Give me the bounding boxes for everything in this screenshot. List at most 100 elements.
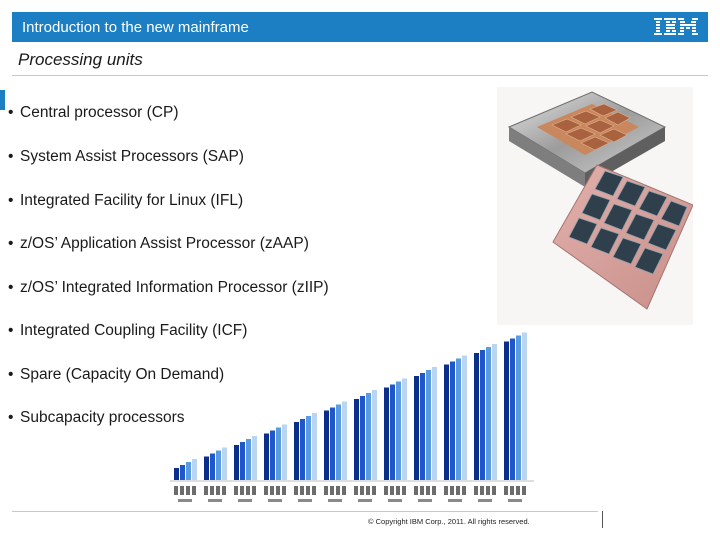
chart-tick-mark <box>360 486 364 495</box>
chart-bar <box>474 353 479 480</box>
chart-tick-mark <box>324 486 328 495</box>
chart-group-marker <box>418 499 432 502</box>
chart-tick-mark <box>510 486 514 495</box>
chart-tick-mark <box>372 486 376 495</box>
chart-group-marker <box>208 499 222 502</box>
chart-tick-mark <box>234 486 238 495</box>
chart-group-marker <box>328 499 342 502</box>
capacity-bar-chart-icon <box>170 332 534 502</box>
side-accent-marker <box>0 90 5 110</box>
chart-tick-mark <box>336 486 340 495</box>
chart-tick-mark <box>450 486 454 495</box>
chart-tick-mark <box>414 486 418 495</box>
chart-bar <box>522 332 527 480</box>
chart-tick-mark <box>480 486 484 495</box>
bullet-item: • Spare (Capacity On Demand) <box>8 366 224 384</box>
bullet-dot: • <box>8 192 14 209</box>
chart-tick-mark <box>516 486 520 495</box>
chart-tick-mark <box>306 486 310 495</box>
chart-tick-mark <box>276 486 280 495</box>
chart-bar <box>462 355 467 480</box>
chart-bar <box>330 407 335 480</box>
bullet-label: Subcapacity processors <box>20 409 185 426</box>
chart-bar <box>510 338 515 480</box>
chart-tick-mark <box>432 486 436 495</box>
chart-tick-mark <box>246 486 250 495</box>
presentation-title: Introduction to the new mainframe <box>22 19 249 36</box>
chart-tick-mark <box>522 486 526 495</box>
chart-group-marker <box>298 499 312 502</box>
chart-bar <box>396 381 401 480</box>
chart-bar <box>324 410 329 480</box>
chart-tick-mark <box>384 486 388 495</box>
chart-tick-mark <box>486 486 490 495</box>
chart-tick-mark <box>330 486 334 495</box>
bullet-item: • Integrated Facility for Linux (IFL) <box>8 192 243 210</box>
chart-tick-mark <box>342 486 346 495</box>
chart-bar <box>444 364 449 480</box>
chart-bar <box>516 335 521 480</box>
chart-bar <box>312 413 317 480</box>
chart-tick-mark <box>216 486 220 495</box>
bullet-dot: • <box>8 279 14 296</box>
chart-bar <box>432 367 437 480</box>
chart-bar <box>234 445 239 480</box>
chart-tick-mark <box>504 486 508 495</box>
chart-bar <box>252 436 257 480</box>
slide-subtitle: Processing units <box>18 50 143 69</box>
bullet-dot: • <box>8 235 14 252</box>
chart-bar <box>180 465 185 480</box>
bullet-item: • Central processor (CP) <box>8 104 179 122</box>
chart-tick-mark <box>390 486 394 495</box>
chart-tick-mark <box>420 486 424 495</box>
bullet-item: • z/OS’ Application Assist Processor (zAA… <box>8 235 309 253</box>
bullet-item: • Subcapacity processors <box>8 409 185 427</box>
bullet-dot: • <box>8 104 14 121</box>
chart-tick-mark <box>312 486 316 495</box>
chart-bar <box>174 468 179 480</box>
bullet-dot: • <box>8 322 14 339</box>
chart-tick-mark <box>282 486 286 495</box>
chart-bar <box>402 378 407 480</box>
chart-tick-mark <box>210 486 214 495</box>
chart-bar <box>420 373 425 480</box>
chart-bar <box>384 387 389 480</box>
chart-bar <box>480 350 485 480</box>
header-bar: Introduction to the new mainframe <box>12 12 708 42</box>
chart-bar <box>210 453 215 480</box>
chart-bar <box>492 344 497 480</box>
chart-group-marker <box>268 499 282 502</box>
chart-bar <box>504 341 509 480</box>
chart-tick-mark <box>444 486 448 495</box>
chart-bar <box>222 447 227 480</box>
ibm-logo-icon <box>654 18 698 35</box>
chart-bar <box>360 396 365 480</box>
chart-tick-mark <box>204 486 208 495</box>
chart-bar <box>372 390 377 480</box>
chart-tick-mark <box>474 486 478 495</box>
chart-group-marker <box>358 499 372 502</box>
bullet-item: • Integrated Coupling Facility (ICF) <box>8 322 247 340</box>
bullet-dot: • <box>8 409 14 426</box>
chart-tick-mark <box>456 486 460 495</box>
chart-bar <box>240 442 245 480</box>
chart-tick-mark <box>264 486 268 495</box>
chart-bar <box>270 430 275 480</box>
chart-bar <box>366 393 371 480</box>
chart-bar <box>456 358 461 480</box>
copyright-notice: © Copyright IBM Corp., 2011. All rights … <box>368 517 530 526</box>
processor-module-photo-icon <box>497 87 693 325</box>
bullet-item: • System Assist Processors (SAP) <box>8 148 244 166</box>
chart-tick-mark <box>492 486 496 495</box>
chart-bar <box>216 450 221 480</box>
chart-tick-mark <box>462 486 466 495</box>
chart-tick-mark <box>186 486 190 495</box>
bullet-dot: • <box>8 148 14 165</box>
chart-tick-mark <box>402 486 406 495</box>
bullet-label: Spare (Capacity On Demand) <box>20 366 225 383</box>
chart-tick-mark <box>426 486 430 495</box>
chart-bar <box>390 384 395 480</box>
chart-tick-mark <box>252 486 256 495</box>
chart-bar <box>300 419 305 480</box>
bullet-label: Central processor (CP) <box>20 104 179 121</box>
